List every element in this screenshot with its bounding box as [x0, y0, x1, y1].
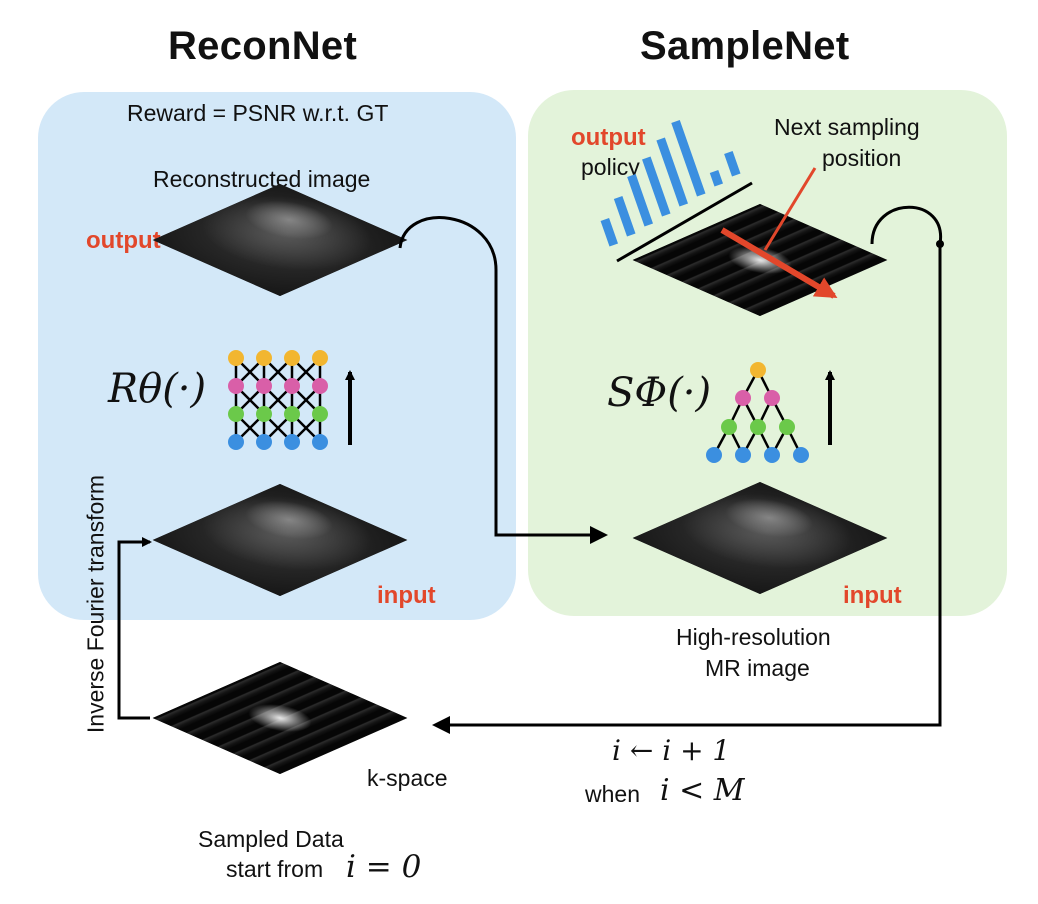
next-sampling-pointer	[763, 167, 817, 251]
recon-output-label: output	[86, 227, 161, 254]
policy-bar	[724, 151, 741, 177]
kspace-label: k-space	[367, 765, 448, 791]
recon-to-sample-arrow	[398, 216, 608, 544]
recon-node	[312, 350, 328, 366]
start-from-text: start from	[226, 856, 324, 882]
recon-node	[256, 406, 272, 422]
sample-output-label: output	[571, 124, 646, 151]
policy-bar	[600, 218, 618, 247]
recon-node	[228, 350, 244, 366]
sample-node	[706, 447, 722, 463]
policy-label: policy	[581, 154, 640, 180]
recon-node	[284, 350, 300, 366]
next-sampling-label-line1: Next sampling	[774, 114, 920, 140]
when-text: when	[585, 781, 640, 807]
recon-node	[284, 406, 300, 422]
samplenet-title: SampleNet	[640, 24, 850, 68]
inverse-fourier-arrow	[117, 537, 152, 720]
policy-bar	[613, 196, 636, 237]
recon-node	[284, 434, 300, 450]
high-resolution-label-line1: High-resolution	[676, 624, 831, 650]
sample-node	[750, 419, 766, 435]
sample-network	[706, 362, 809, 463]
sample-node	[721, 419, 737, 435]
recon-node	[256, 350, 272, 366]
start-index-math: i = 0	[346, 849, 422, 885]
recon-operator-text: Rθ(·)	[108, 366, 207, 412]
recon-network	[228, 350, 328, 450]
policy-bar	[627, 174, 653, 227]
next-sampling-arrow	[720, 227, 838, 299]
reward-label: Reward = PSNR w.r.t. GT	[127, 100, 389, 126]
high-resolution-label-line2: MR image	[705, 655, 810, 681]
reconstructed-image-label: Reconstructed image	[153, 166, 371, 192]
sampled-data-label: Sampled Data	[198, 826, 344, 852]
recon-node	[228, 406, 244, 422]
loop-back-arrow	[432, 205, 942, 734]
recon-node	[256, 434, 272, 450]
policy-bar	[642, 156, 671, 217]
loop-condition-math: i < M	[660, 773, 745, 808]
recon-node	[256, 378, 272, 394]
recon-input-label: input	[377, 582, 436, 609]
policy-bar	[656, 137, 688, 207]
sample-input-label: input	[843, 582, 902, 609]
policy-bar	[671, 120, 706, 197]
sample-node	[750, 362, 766, 378]
sample-operator: SΦ(·)	[607, 370, 711, 416]
sample-operator-text: SΦ(·)	[607, 370, 712, 416]
recon-node	[228, 434, 244, 450]
sample-node	[764, 447, 780, 463]
policy-bar	[709, 170, 723, 187]
sample-node	[764, 390, 780, 406]
sample-node	[735, 447, 751, 463]
next-sampling-label-line2: position	[822, 145, 902, 171]
policy-bar-group	[600, 120, 741, 247]
sample-node	[793, 447, 809, 463]
recon-operator: Rθ(·)	[108, 366, 206, 412]
sample-node	[779, 419, 795, 435]
recon-node	[312, 406, 328, 422]
recon-node	[312, 378, 328, 394]
sample-node	[735, 390, 751, 406]
reconnet-title: ReconNet	[168, 24, 358, 68]
index-update-math: i ← i + 1	[612, 734, 731, 767]
policy-baseline	[616, 181, 753, 263]
loop-joint-dot	[936, 240, 944, 248]
recon-node	[312, 434, 328, 450]
recon-node	[284, 378, 300, 394]
recon-node	[228, 378, 244, 394]
